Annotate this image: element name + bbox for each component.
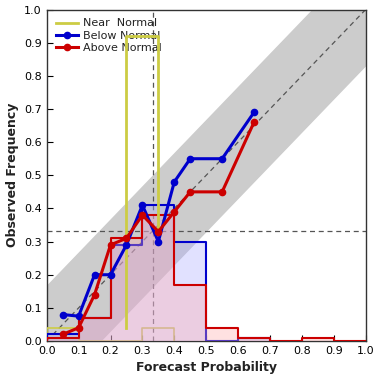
Bar (206, 328, 238, 341)
Bar (238, 338, 270, 341)
Bar (111, 245, 142, 341)
Legend: Near  Normal, Below Normal, Above Normal: Near Normal, Below Normal, Above Normal (52, 15, 165, 56)
Above Normal (220, 190, 225, 194)
Above Normal (172, 209, 177, 214)
Below Normal (124, 242, 129, 247)
Near  Normal (156, 228, 161, 233)
Below Normal (140, 203, 145, 207)
Above Normal (92, 292, 97, 297)
Bar (47, 334, 79, 341)
Line: Below Normal: Below Normal (60, 109, 257, 319)
Below Normal (188, 157, 193, 161)
Near  Normal (124, 34, 129, 38)
Line: Above Normal: Above Normal (60, 119, 257, 337)
Above Normal (140, 213, 145, 217)
Above Normal (124, 236, 129, 241)
Above Normal (108, 242, 113, 247)
Below Normal (172, 180, 177, 184)
Bar (142, 215, 174, 341)
Above Normal (252, 120, 256, 125)
Below Normal (92, 272, 97, 277)
Above Normal (188, 190, 193, 194)
Bar (238, 338, 270, 341)
Bar (79, 318, 111, 341)
Below Normal (220, 157, 225, 161)
Bar (79, 318, 111, 341)
Below Normal (156, 239, 161, 244)
Below Normal (76, 314, 81, 318)
Near  Normal (124, 326, 129, 330)
Below Normal (252, 110, 256, 115)
Y-axis label: Observed Frequency: Observed Frequency (6, 103, 19, 247)
Bar (302, 338, 334, 341)
Bar (174, 285, 206, 341)
Above Normal (60, 332, 65, 337)
Below Normal (108, 272, 113, 277)
Bar (111, 238, 142, 341)
Line: Near  Normal: Near Normal (127, 36, 158, 328)
Bar (174, 242, 206, 341)
X-axis label: Forecast Probability: Forecast Probability (136, 361, 277, 374)
Near  Normal (156, 34, 161, 38)
Bar (142, 205, 174, 341)
Bar (47, 338, 79, 341)
Above Normal (76, 326, 81, 330)
Below Normal (60, 312, 65, 317)
Above Normal (156, 230, 161, 234)
